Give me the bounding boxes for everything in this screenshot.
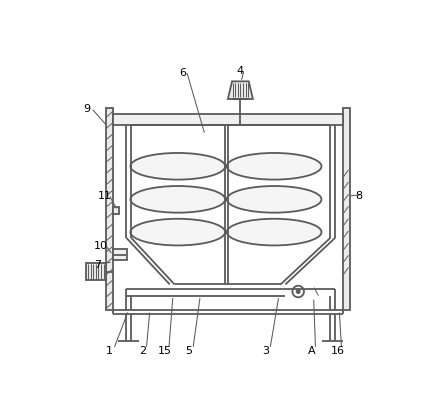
Text: 2: 2: [139, 346, 146, 356]
Ellipse shape: [131, 219, 225, 246]
Bar: [113, 114, 342, 126]
Text: 5: 5: [186, 346, 193, 356]
Bar: [113, 207, 119, 214]
Ellipse shape: [227, 186, 321, 213]
Text: 11: 11: [98, 191, 112, 201]
Bar: [86, 263, 106, 280]
Circle shape: [296, 289, 300, 294]
Bar: [342, 108, 349, 310]
Text: 8: 8: [355, 191, 362, 201]
Polygon shape: [228, 81, 253, 99]
Text: 10: 10: [94, 241, 108, 251]
Ellipse shape: [131, 186, 225, 213]
Text: 15: 15: [158, 346, 172, 356]
Text: 1: 1: [106, 346, 113, 356]
Text: 4: 4: [237, 66, 244, 76]
Text: 7: 7: [94, 260, 101, 270]
Text: 16: 16: [331, 346, 345, 356]
Ellipse shape: [131, 153, 225, 180]
Ellipse shape: [227, 153, 321, 180]
Ellipse shape: [227, 219, 321, 246]
Text: 3: 3: [262, 346, 270, 356]
Text: A: A: [308, 346, 316, 356]
Bar: [113, 249, 127, 260]
Text: 6: 6: [179, 68, 186, 78]
Bar: [106, 108, 113, 310]
Text: 9: 9: [83, 104, 91, 114]
Circle shape: [293, 286, 304, 297]
